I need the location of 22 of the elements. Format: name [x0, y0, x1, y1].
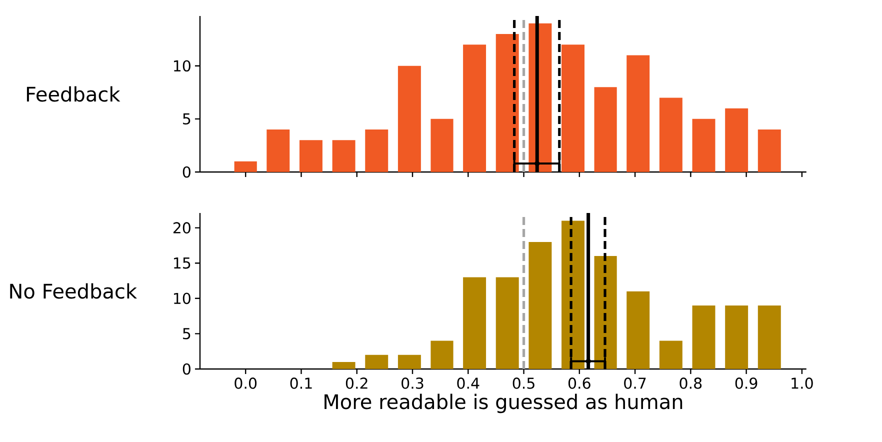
x-tick-label: 0.2 — [346, 378, 368, 389]
y-tick-label: 10 — [174, 292, 190, 304]
x-axis-title: More readable is guessed as human — [324, 394, 682, 414]
y-tick-label: 10 — [174, 60, 190, 72]
y-tick-label: 0 — [182, 363, 190, 375]
x-tick-label: 0.0 — [234, 378, 257, 389]
y-tick-label: 5 — [183, 328, 190, 340]
y-axis-title: Feedback — [26, 86, 120, 102]
x-tick-label: 0.7 — [624, 378, 646, 389]
y-tick-label: 20 — [173, 222, 190, 234]
x-tick-label: 0.8 — [680, 378, 702, 389]
x-tick-label: 0.1 — [290, 378, 312, 389]
x-tick-label: 0.4 — [457, 378, 480, 389]
y-tick-label: 5 — [183, 113, 190, 125]
y-tick-label: 0 — [182, 166, 190, 178]
x-tick-label: 0.6 — [568, 378, 590, 389]
y-tick-label: 15 — [174, 258, 190, 269]
x-tick-label: 0.5 — [512, 378, 534, 389]
x-tick-label: 1.0 — [792, 378, 813, 389]
x-tick-label: 0.3 — [402, 378, 424, 389]
x-tick-label: 0.9 — [735, 378, 758, 389]
y-axis-title: No Feedback — [10, 283, 137, 299]
